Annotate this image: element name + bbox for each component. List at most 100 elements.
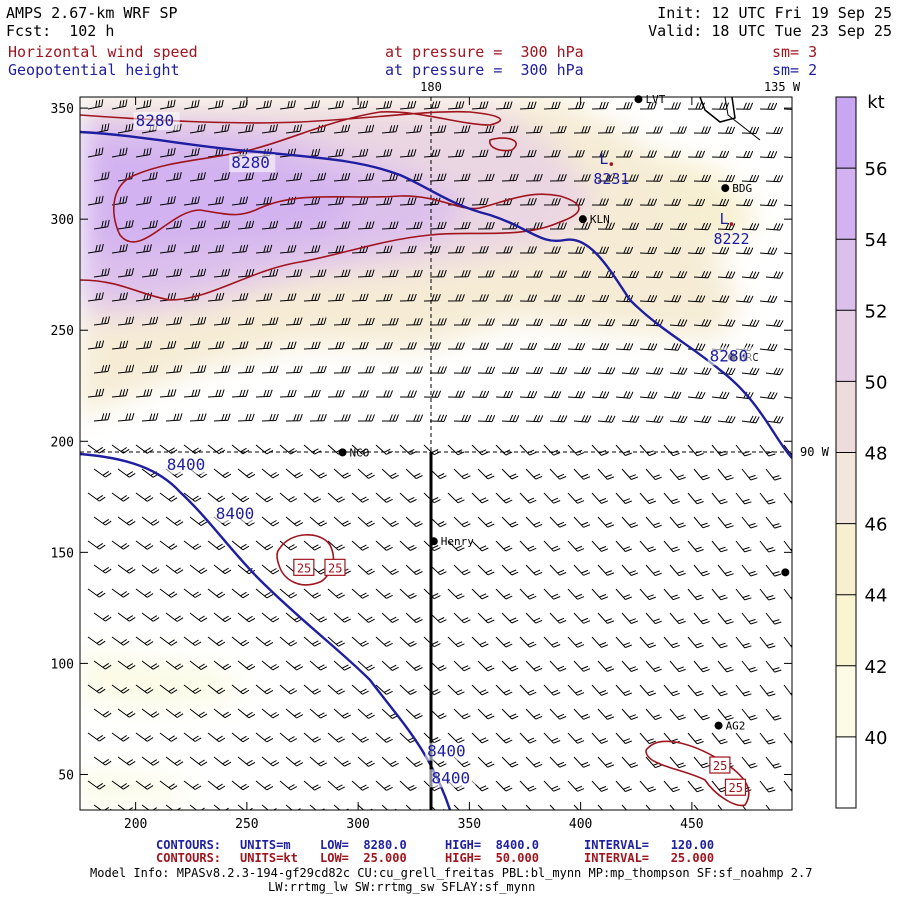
wind-barb [303, 389, 321, 398]
wind-barb [399, 245, 417, 254]
wind-barb [261, 268, 279, 278]
wind-barb [405, 318, 423, 326]
wind-barb [711, 492, 728, 505]
wind-barb [597, 804, 604, 810]
wind-barb [663, 198, 682, 206]
wind-barb [519, 780, 537, 792]
wind-barb [327, 492, 345, 503]
colorbar-label: 40 [865, 728, 888, 749]
wind-barb [261, 660, 280, 671]
wind-barb [621, 516, 638, 528]
wind-barb [783, 348, 792, 351]
wind-barb [165, 316, 183, 326]
wind-barb [405, 660, 423, 672]
wind-barb [117, 756, 136, 766]
wind-barb [621, 174, 639, 182]
wind-barb [279, 492, 298, 503]
wind-barb [285, 413, 303, 422]
wind-barb [519, 149, 537, 158]
wind-barb [543, 101, 561, 110]
wind-barb [567, 780, 585, 792]
contour-interval-1: INTERVAL= 120.00 [584, 838, 715, 852]
wind-barb [453, 125, 471, 134]
wind-barb [165, 564, 184, 574]
wind-barb [261, 124, 278, 134]
wind-barb [405, 269, 423, 278]
wind-barb [93, 412, 111, 422]
wind-barb [453, 564, 471, 576]
wind-barb [765, 708, 782, 721]
wind-barb [141, 171, 158, 182]
wind-barb [717, 271, 736, 279]
height-contour-label: 8400 [167, 455, 206, 474]
wind-barb [135, 244, 152, 254]
wind-barb [735, 246, 754, 255]
wind-barb [111, 636, 130, 646]
wind-barb [621, 222, 640, 230]
y-tick-label: 200 [51, 435, 74, 450]
wind-barb [207, 99, 224, 110]
contour-units-1: UNITS=m [240, 838, 291, 852]
wind-barb [285, 172, 303, 182]
wind-barb [141, 612, 160, 622]
wind-barb [735, 150, 754, 159]
wind-barb [669, 270, 688, 279]
wind-barb [783, 203, 792, 207]
wind-barb [381, 660, 399, 671]
wind-barb [351, 492, 369, 503]
field1-smoothing: sm= 3 [772, 43, 818, 61]
wind-barb [207, 292, 225, 302]
wind-barb [93, 219, 110, 230]
valid-time: Valid: 18 UTC Tue 23 Sep 25 [648, 22, 892, 40]
wind-barb [501, 318, 520, 326]
colorbar-segment [836, 381, 856, 453]
wind-barb [189, 708, 208, 719]
wind-barb [615, 684, 632, 696]
wind-barb [453, 414, 472, 422]
wind-barb [735, 636, 752, 649]
wind-barb [429, 125, 447, 134]
wind-barb [765, 804, 771, 810]
wind-barb [159, 147, 176, 158]
forecast-hour: Fcst: 102 h [6, 22, 115, 40]
wind-barb [165, 413, 183, 422]
wind-barb [159, 588, 178, 598]
wind-barb [357, 317, 375, 326]
wind-barb [567, 492, 585, 504]
wind-barb [255, 636, 274, 647]
wind-barb [285, 317, 303, 326]
colorbar-segment [836, 594, 856, 666]
height-contour-label: 8280 [136, 111, 175, 130]
wind-barb [645, 612, 662, 625]
wind-barb [597, 415, 616, 423]
wind-barb [165, 171, 182, 182]
wind-barb [567, 732, 585, 744]
wind-barb [477, 468, 495, 480]
wind-barb [279, 100, 296, 110]
station-label: NCO [350, 446, 370, 459]
wind-barb [525, 468, 543, 480]
wind-barb [645, 468, 662, 481]
wind-barb [669, 612, 686, 625]
wind-barb [741, 660, 758, 673]
wind-barb [189, 123, 206, 134]
field1-level: at pressure = 300 hPa [385, 43, 584, 61]
wind-barb [285, 708, 304, 719]
wind-barb [189, 220, 206, 230]
wind-barb [357, 612, 375, 623]
wind-barb [495, 732, 513, 744]
wind-barb [502, 270, 519, 278]
wind-barb [213, 123, 230, 134]
wind-barb [159, 340, 177, 350]
wind-barb [663, 391, 682, 399]
wind-barb [687, 246, 706, 255]
wind-barb [447, 636, 465, 648]
wind-barb [183, 684, 202, 694]
wind-barb [549, 318, 568, 326]
wind-barb [639, 732, 656, 745]
x-tick-label: 250 [235, 817, 258, 832]
wind-barb [93, 316, 110, 326]
wind-barb [621, 318, 640, 327]
wind-barb [309, 365, 327, 374]
